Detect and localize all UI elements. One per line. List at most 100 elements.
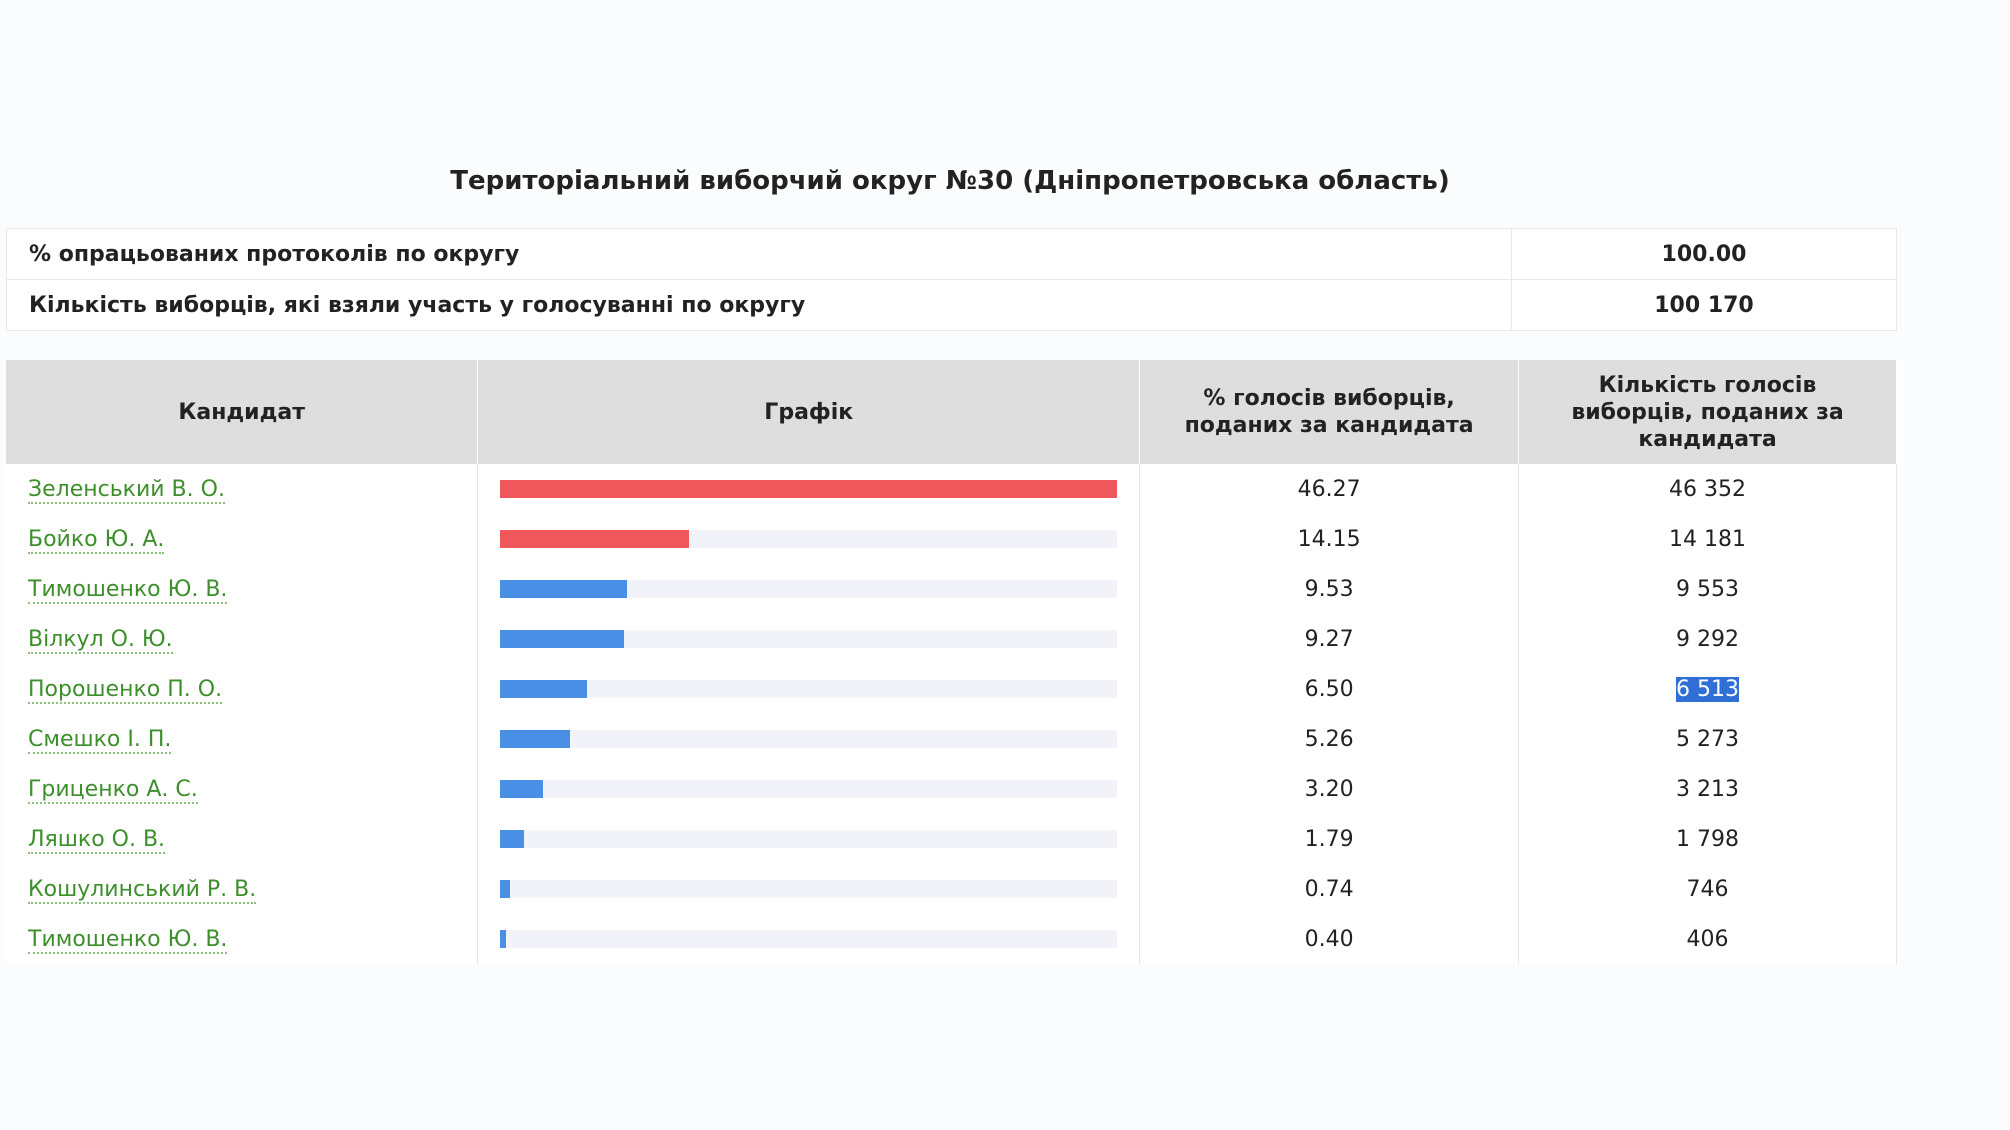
percent-cell: 9.53: [1139, 564, 1520, 614]
candidate-row: Тимошенко Ю. В. 0.40 406: [6, 914, 1897, 964]
bar: [500, 930, 506, 948]
votes-value: 1 798: [1676, 826, 1740, 852]
bar-track: [500, 580, 1118, 598]
bar-track: [500, 780, 1118, 798]
candidate-link[interactable]: Смешко І. П.: [28, 726, 172, 754]
candidate-link[interactable]: Кошулинський Р. В.: [28, 876, 257, 904]
votes-cell: 5 273: [1518, 714, 1897, 764]
bar-track: [500, 880, 1118, 898]
candidate-row: Тимошенко Ю. В. 9.53 9 553: [6, 564, 1897, 614]
candidate-link[interactable]: Бойко Ю. А.: [28, 526, 165, 554]
votes-cell: 6 513: [1518, 664, 1897, 714]
votes-cell: 46 352: [1518, 464, 1897, 514]
votes-cell: 746: [1518, 864, 1897, 914]
bar: [500, 880, 511, 898]
bar-track: [500, 730, 1118, 748]
candidate-cell: Ляшко О. В.: [6, 814, 479, 864]
candidate-row: Зеленський В. О. 46.27 46 352: [6, 464, 1897, 514]
bar-track: [500, 830, 1118, 848]
votes-value: 3 213: [1676, 776, 1740, 802]
chart-cell: [477, 514, 1141, 564]
percent-cell: 0.74: [1139, 864, 1520, 914]
column-header: Кількість голосів виборців, поданих за к…: [1518, 360, 1897, 464]
chart-cell: [477, 664, 1141, 714]
votes-value: 9 553: [1676, 576, 1740, 602]
candidate-row: Ляшко О. В. 1.79 1 798: [6, 814, 1897, 864]
votes-value: 5 273: [1676, 726, 1740, 752]
results-table: Кандидат Графік% голосів виборців, подани…: [6, 360, 1897, 964]
percent-cell: 6.50: [1139, 664, 1520, 714]
candidate-cell: Порошенко П. О.: [6, 664, 479, 714]
votes-value: 6 513: [1676, 676, 1740, 702]
candidate-cell: Гриценко А. С.: [6, 764, 479, 814]
candidate-cell: Вілкул О. Ю.: [6, 614, 479, 664]
chart-cell: [477, 814, 1141, 864]
votes-value: 9 292: [1676, 626, 1740, 652]
chart-cell: [477, 614, 1141, 664]
chart-cell: [477, 714, 1141, 764]
votes-cell: 9 292: [1518, 614, 1897, 664]
candidate-link[interactable]: Тимошенко Ю. В.: [28, 576, 228, 604]
percent-cell: 0.40: [1139, 914, 1520, 964]
candidate-row: Бойко Ю. А. 14.15 14 181: [6, 514, 1897, 564]
percent-cell: 14.15: [1139, 514, 1520, 564]
bar-track: [500, 630, 1118, 648]
bar-track: [500, 680, 1118, 698]
percent-cell: 5.26: [1139, 714, 1520, 764]
chart-cell: [477, 564, 1141, 614]
votes-value: 14 181: [1669, 526, 1747, 552]
bar: [500, 530, 689, 548]
votes-cell: 14 181: [1518, 514, 1897, 564]
summary-label: % опрацьованих протоколів по округу: [6, 228, 1512, 280]
votes-value: 406: [1686, 926, 1729, 952]
candidate-cell: Тимошенко Ю. В.: [6, 914, 479, 964]
page-title: Територіальний виборчий округ №30 (Дніпр…: [450, 166, 1450, 196]
candidate-row: Гриценко А. С. 3.20 3 213: [6, 764, 1897, 814]
chart-cell: [477, 864, 1141, 914]
percent-cell: 1.79: [1139, 814, 1520, 864]
bar: [500, 480, 1118, 498]
summary-table: % опрацьованих протоколів по округу 100.0…: [6, 228, 1897, 331]
candidate-cell: Тимошенко Ю. В.: [6, 564, 479, 614]
candidate-cell: Зеленський В. О.: [6, 464, 479, 514]
summary-row: % опрацьованих протоколів по округу 100.0…: [6, 228, 1897, 280]
votes-cell: 3 213: [1518, 764, 1897, 814]
candidate-row: Вілкул О. Ю. 9.27 9 292: [6, 614, 1897, 664]
candidate-cell: Бойко Ю. А.: [6, 514, 479, 564]
votes-cell: 406: [1518, 914, 1897, 964]
chart-cell: [477, 914, 1141, 964]
candidate-row: Кошулинський Р. В. 0.74 746: [6, 864, 1897, 914]
column-header: Графік: [477, 360, 1141, 464]
bar-track: [500, 480, 1118, 498]
summary-row: Кількість виборців, які взяли участь у г…: [6, 279, 1897, 331]
votes-value: 46 352: [1669, 476, 1747, 502]
column-header: % голосів виборців, поданих за кандидата: [1139, 360, 1520, 464]
chart-cell: [477, 464, 1141, 514]
candidate-link[interactable]: Порошенко П. О.: [28, 676, 223, 704]
votes-value: 746: [1686, 876, 1729, 902]
bar: [500, 580, 628, 598]
candidate-link[interactable]: Ляшко О. В.: [28, 826, 166, 854]
candidate-link[interactable]: Гриценко А. С.: [28, 776, 198, 804]
bar: [500, 830, 525, 848]
bar-track: [500, 530, 1118, 548]
percent-cell: 9.27: [1139, 614, 1520, 664]
candidate-cell: Кошулинський Р. В.: [6, 864, 479, 914]
bar: [500, 780, 544, 798]
candidate-link[interactable]: Тимошенко Ю. В.: [28, 926, 228, 954]
chart-cell: [477, 764, 1141, 814]
summary-value: 100.00: [1511, 228, 1897, 280]
summary-value: 100 170: [1511, 279, 1897, 331]
bar: [500, 680, 588, 698]
percent-cell: 46.27: [1139, 464, 1520, 514]
candidate-link[interactable]: Вілкул О. Ю.: [28, 626, 173, 654]
percent-cell: 3.20: [1139, 764, 1520, 814]
summary-label: Кількість виборців, які взяли участь у г…: [6, 279, 1512, 331]
candidate-link[interactable]: Зеленський В. О.: [28, 476, 225, 504]
candidate-cell: Смешко І. П.: [6, 714, 479, 764]
bar: [500, 730, 571, 748]
column-header: Кандидат: [6, 360, 479, 464]
bar: [500, 630, 624, 648]
votes-cell: 9 553: [1518, 564, 1897, 614]
